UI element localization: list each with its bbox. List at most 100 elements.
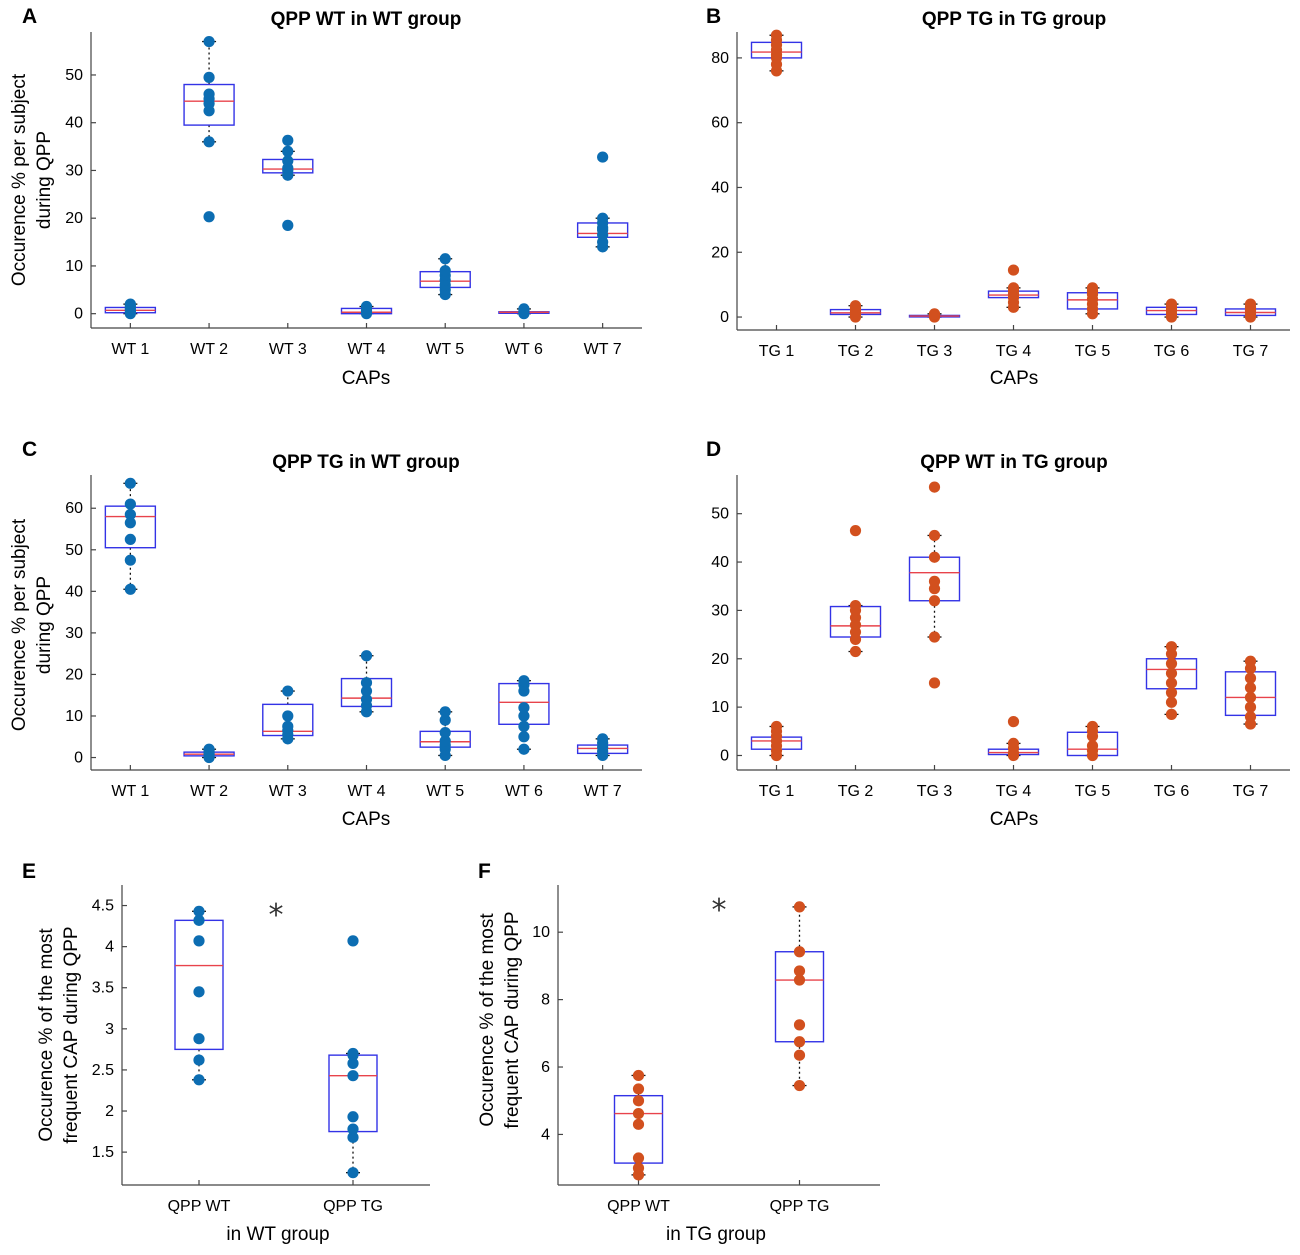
panel-C-ylabel-line1: Occurence % per subject bbox=[9, 518, 30, 731]
panel-D-box-group bbox=[750, 720, 803, 762]
panel-C-box-group bbox=[576, 733, 629, 762]
panel-C-data-point bbox=[282, 710, 294, 722]
panel-C-box-group bbox=[419, 706, 471, 762]
panel-D-title: QPP WT in TG group bbox=[920, 452, 1108, 473]
panel-E-data-point bbox=[193, 914, 205, 926]
panel-D-data-point bbox=[849, 645, 862, 658]
panel-D-data-point bbox=[770, 720, 783, 733]
panel-D-data-point bbox=[928, 631, 941, 643]
panel-D-y-tick-label: 10 bbox=[711, 699, 729, 716]
panel-A-data-point bbox=[203, 136, 215, 148]
panel-E-data-point bbox=[347, 1131, 359, 1143]
panel-B-box-group bbox=[1145, 298, 1198, 323]
panel-B-x-tick-label: TG 5 bbox=[1075, 343, 1111, 360]
panel-E-data-point bbox=[193, 935, 205, 947]
panel-D-y-tick-label: 20 bbox=[711, 651, 729, 668]
panel-B-x-tick-label: TG 6 bbox=[1154, 343, 1190, 360]
panel-E-significance-star: * bbox=[269, 898, 284, 933]
panel-A-x-tick-label: WT 2 bbox=[190, 341, 228, 358]
panel-D-data-point bbox=[1165, 658, 1178, 670]
panel-A-data-point bbox=[518, 303, 530, 315]
panel-D-data-point bbox=[1165, 667, 1178, 679]
panel-C-data-point bbox=[518, 675, 530, 687]
panel-F-data-point bbox=[793, 901, 806, 913]
panel-B-x-tick-label: TG 1 bbox=[759, 343, 795, 360]
panel-E-ylabel-line2: frequent CAP during QPP bbox=[61, 926, 82, 1143]
panel-C-y-tick-label: 30 bbox=[65, 625, 83, 642]
panel-F-data-point bbox=[793, 1019, 806, 1031]
panel-A-plot: 0 10 20 30 40 50 WT 1 WT 2 WT 3 WT 4 WT 5 WT 6 WT 7 bbox=[65, 32, 642, 358]
panel-B-x-tick-label: TG 2 bbox=[838, 343, 874, 360]
panel-C-data-point bbox=[124, 583, 136, 595]
panel-A-ylabel-line2: during QPP bbox=[34, 131, 55, 229]
panel-F-data-point bbox=[632, 1083, 645, 1095]
panel-D-data-point bbox=[1007, 737, 1020, 750]
panel-E-x-tick-label: QPP TG bbox=[323, 1198, 383, 1215]
panel-F-data-point bbox=[632, 1162, 645, 1174]
panel-A-data-point bbox=[597, 212, 609, 224]
panel-C-y-tick-label: 50 bbox=[65, 542, 83, 559]
panel-D-x-tick-label: TG 4 bbox=[996, 783, 1032, 800]
panel-E-data-point bbox=[193, 1033, 205, 1045]
panel-C-box-group bbox=[498, 675, 550, 755]
panel-C-data-point bbox=[518, 702, 530, 714]
panel-C-data-point bbox=[124, 554, 136, 566]
panel-B-data-point bbox=[849, 300, 862, 312]
panel-F-data-point bbox=[632, 1069, 645, 1082]
panel-B-letter: B bbox=[706, 5, 721, 28]
panel-C-data-point bbox=[360, 685, 373, 697]
panel-E-data-point bbox=[347, 935, 359, 947]
panel-C-data-point bbox=[124, 508, 136, 521]
panel-F-ylabel-line2: frequent CAP during QPP bbox=[502, 911, 523, 1128]
panel-F-data-point bbox=[793, 1049, 806, 1061]
panel-A: A QPP WT in WT group 0 10 20 30 40 50 WT 1 WT 2… bbox=[9, 5, 642, 389]
panel-A-box bbox=[183, 83, 235, 126]
panel-E-box-group bbox=[328, 935, 378, 1179]
panel-C-data-point bbox=[518, 731, 530, 743]
panel-C-data-point bbox=[124, 533, 136, 546]
panel-A-box-group bbox=[419, 253, 471, 301]
panel-C-data-point bbox=[282, 685, 294, 697]
panel-D-data-point bbox=[1244, 682, 1257, 694]
panel-D-box-group bbox=[1224, 655, 1277, 730]
panel-D-box-group bbox=[1066, 720, 1119, 762]
panel-F-data-point bbox=[793, 1079, 806, 1092]
panel-E-y-tick-label: 3.5 bbox=[92, 980, 114, 997]
panel-A-data-point bbox=[360, 300, 373, 313]
panel-C-data-point bbox=[597, 733, 609, 745]
panel-F-box-group bbox=[613, 1069, 664, 1181]
panel-C-data-point bbox=[518, 710, 530, 722]
panel-C-data-point bbox=[360, 693, 373, 705]
panel-B-xlabel: CAPs bbox=[990, 368, 1039, 389]
panel-C-data-point bbox=[124, 498, 136, 510]
panel-A-x-tick-label: WT 7 bbox=[584, 341, 622, 358]
panel-B-y-tick-label: 20 bbox=[711, 244, 729, 261]
panel-D-data-point bbox=[928, 481, 941, 493]
panel-A-data-point bbox=[124, 298, 136, 310]
panel-B-plot: 0 20 40 60 80 TG 1 TG 2 TG 3 TG 4 TG 5 TG 6 TG 7 bbox=[711, 29, 1290, 360]
panel-E-y-tick-label: 4 bbox=[105, 939, 114, 956]
panel-B-data-point bbox=[1007, 282, 1020, 294]
panel-E-data-point bbox=[193, 1074, 205, 1086]
panel-F-significance-star: * bbox=[712, 893, 727, 928]
panel-D-data-point bbox=[1244, 691, 1257, 704]
panel-A-data-point bbox=[439, 265, 451, 277]
panel-F-data-point bbox=[632, 1152, 645, 1164]
panel-A-box-group bbox=[104, 298, 157, 320]
panel-C-data-point bbox=[439, 706, 451, 718]
panel-C-ylabel-line2: during QPP bbox=[34, 576, 55, 674]
panel-A-y-tick-label: 50 bbox=[65, 67, 83, 84]
panel-D-x-tick-label: TG 1 bbox=[759, 783, 795, 800]
panel-B: B QPP TG in TG group 0 20 40 60 80 TG 1 TG 2 TG… bbox=[706, 5, 1290, 389]
panel-A-data-point bbox=[282, 155, 294, 167]
panel-D-data-point bbox=[1244, 711, 1257, 723]
panel-B-y-tick-label: 40 bbox=[711, 179, 729, 196]
panel-D-data-point bbox=[1244, 655, 1257, 667]
panel-D-letter: D bbox=[706, 438, 721, 461]
panel-A-xlabel: CAPs bbox=[342, 368, 391, 389]
panel-B-y-tick-label: 80 bbox=[711, 50, 729, 67]
panel-A-box-group bbox=[340, 300, 393, 320]
panel-E-letter: E bbox=[22, 860, 36, 883]
